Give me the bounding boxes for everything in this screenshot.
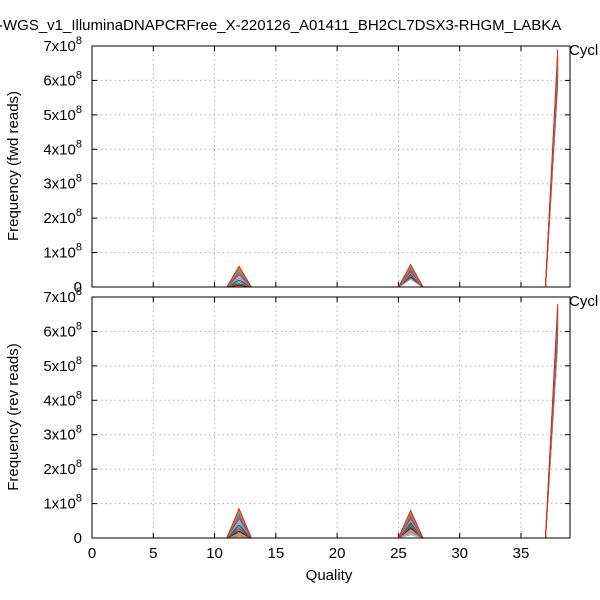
series-line-15	[226, 327, 559, 539]
series-line-19	[226, 341, 559, 539]
series-line-1	[226, 49, 559, 288]
x-tick-label: 20	[329, 545, 346, 562]
series-line-10	[226, 68, 559, 288]
y-tick-label: 6x108	[43, 320, 82, 340]
series-line-16	[226, 331, 559, 539]
series-line-11	[226, 321, 559, 539]
series-line-12	[226, 322, 559, 539]
series-line-8	[226, 315, 559, 539]
panel-fwd-reads: 0 1x108 2x108 3x108 4x108 5x108 6x108 7x108 Fre…	[5, 35, 598, 296]
panel-rev-reads: 0 1x108 2x108 3x108 4x108 5x108 6x108 7x108 0 5 1…	[5, 286, 598, 584]
y-tick-label: 1x108	[43, 493, 82, 513]
chart-title: -WGS_v1_IlluminaDNAPCRFree_X-220126_A014…	[0, 17, 561, 34]
series-line-19	[226, 83, 559, 288]
y-axis-label: Frequency (fwd reads)	[5, 91, 22, 241]
series-line-6	[226, 61, 559, 288]
grid	[91, 296, 570, 539]
series-line-11	[226, 70, 559, 288]
series-line-14	[226, 75, 559, 288]
x-tick-label: 5	[149, 545, 157, 562]
y-tick-label: 4x108	[43, 389, 82, 409]
x-tick-label: 30	[451, 545, 468, 562]
series-line-17	[226, 334, 559, 539]
y-tick-label: 5x108	[43, 104, 82, 124]
series-group	[226, 303, 559, 539]
plot-frame	[91, 296, 571, 539]
series-line-2	[226, 305, 559, 539]
x-axis-label: Quality	[306, 567, 353, 584]
series-line-4	[226, 58, 559, 288]
series-line-20	[226, 345, 559, 539]
series-line-8	[226, 64, 559, 288]
y-tick-label: 7x108	[43, 35, 82, 55]
series-line-13	[226, 324, 559, 539]
x-tick-label: 10	[206, 545, 223, 562]
series-line-15	[226, 76, 559, 288]
series-group	[226, 49, 559, 288]
y-tick-label: 6x108	[43, 69, 82, 89]
y-tick-label: 3x108	[43, 173, 82, 193]
series-line-3	[226, 56, 559, 288]
y-tick-label: 1x108	[43, 242, 82, 262]
y-axis-label: Frequency (rev reads)	[5, 343, 22, 491]
series-line-17	[226, 80, 559, 288]
x-ticks: 0 5 10 15 20 25 30 35	[88, 545, 529, 562]
y-tick-label: 3x108	[43, 424, 82, 444]
series-line-4	[226, 309, 559, 539]
series-line-9	[226, 317, 559, 539]
series-line-5	[226, 59, 559, 288]
x-tick-label: 15	[268, 545, 285, 562]
series-line-18	[226, 338, 559, 539]
series-line-9	[226, 66, 559, 288]
grid	[91, 45, 570, 288]
series-line-3	[226, 307, 559, 539]
series-line-5	[226, 310, 559, 539]
plot-frame	[91, 45, 571, 288]
series-line-20	[226, 85, 559, 288]
y-tick-label: 7x108	[43, 286, 82, 306]
y-tick-label: 2x108	[43, 458, 82, 478]
y-tick-label: 2x108	[43, 207, 82, 227]
y-tick-label: 4x108	[43, 138, 82, 158]
series-line-1	[226, 303, 559, 539]
series-line-12	[226, 71, 559, 288]
x-tick-label: 25	[390, 545, 407, 562]
series-line-2	[226, 52, 559, 288]
y-tick-label: 5x108	[43, 355, 82, 375]
series-line-18	[226, 82, 559, 288]
legend-label: Cycl	[569, 42, 598, 59]
series-line-13	[226, 73, 559, 288]
x-tick-label: 35	[513, 545, 530, 562]
series-line-7	[226, 314, 559, 539]
legend-label: Cycl	[569, 293, 598, 310]
series-line-6	[226, 312, 559, 539]
x-tick-label: 0	[88, 545, 96, 562]
y-ticks: 0 1x108 2x108 3x108 4x108 5x108 6x108 7x108	[43, 35, 82, 296]
series-line-7	[226, 63, 559, 288]
series-line-10	[226, 319, 559, 539]
series-line-16	[226, 78, 559, 288]
series-line-14	[226, 326, 559, 539]
y-tick-label: 0	[74, 279, 82, 296]
y-ticks: 0 1x108 2x108 3x108 4x108 5x108 6x108 7x108	[43, 286, 82, 547]
y-tick-label: 0	[74, 530, 82, 547]
